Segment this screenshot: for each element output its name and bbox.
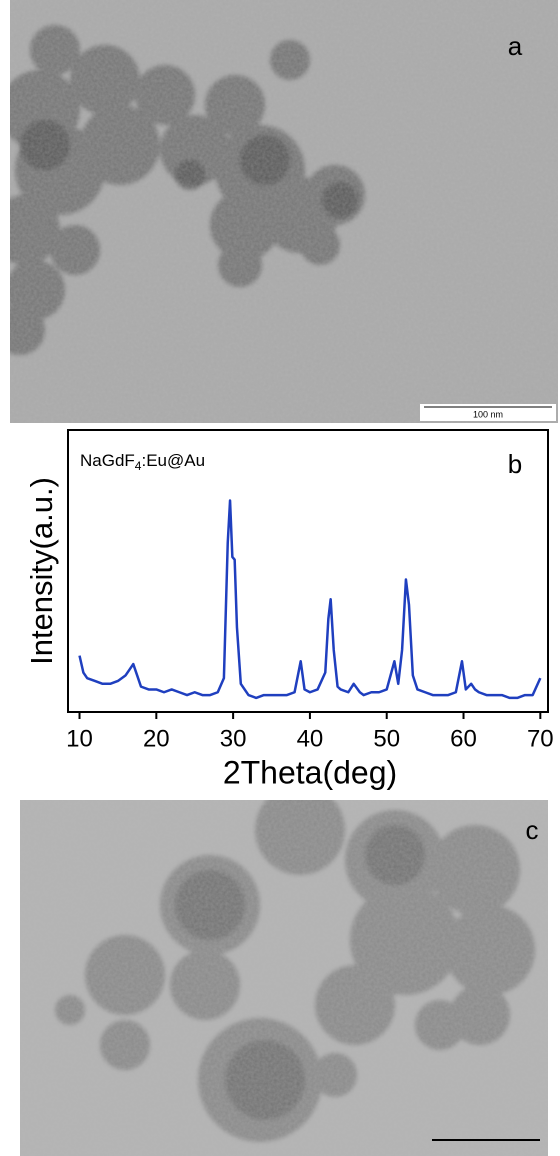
x-tick-label: 30 [220,725,247,752]
x-tick-label: 20 [143,725,170,752]
tem-image-c [20,800,548,1156]
panel-label: a [508,31,523,61]
tem-image-a: 100 nm [10,0,558,423]
plot-frame [67,429,549,713]
panel-label: c [526,815,539,845]
plot-area: 10 20 30 40 50 60 70 [66,499,554,752]
y-axis-label: Intensity(a.u.) [24,477,59,665]
sample-label-part: :Eu@Au [141,451,205,470]
sample-label-subscript: 4 [135,459,142,473]
x-tick-label: 60 [450,725,477,752]
x-tick-label: 70 [527,725,554,752]
sample-label: NaGdF4:Eu@Au [80,451,205,473]
x-tick-label: 10 [66,725,93,752]
sample-label-part: NaGdF [80,451,135,470]
scale-bar-label: 100 nm [473,409,503,419]
x-axis-label: 2Theta(deg) [223,754,397,790]
x-tick-label: 40 [297,725,324,752]
x-tick-label: 50 [373,725,400,752]
panel-label: b [508,449,522,479]
xrd-line [78,499,542,700]
